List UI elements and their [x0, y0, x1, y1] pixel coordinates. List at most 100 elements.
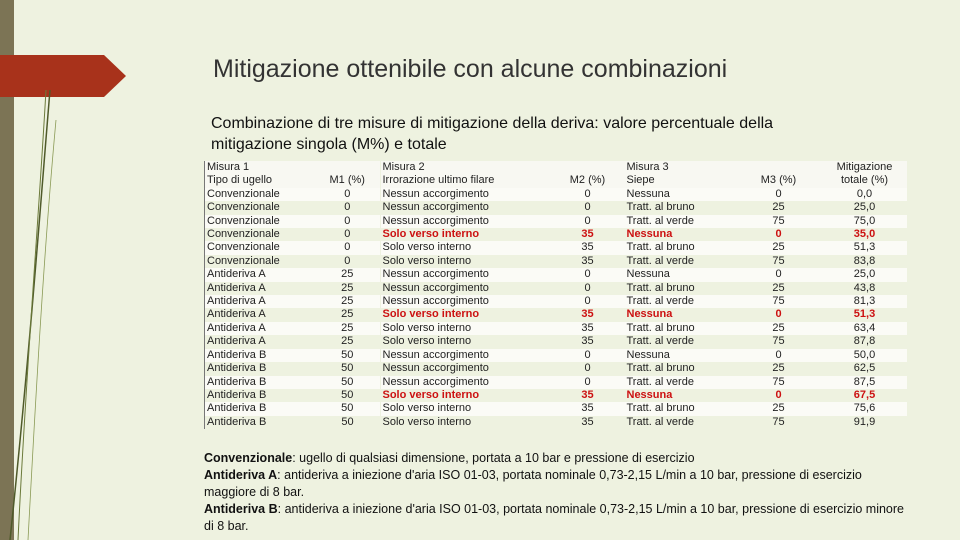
table-cell-siepe: Tratt. al bruno	[626, 201, 695, 214]
table-row: Convenzionale 0 Solo verso interno 35 Tratt.…	[204, 241, 907, 255]
table-cell-irr: Solo verso interno	[382, 388, 480, 401]
table-cell-irr: Solo verso interno	[382, 415, 472, 428]
table-cell-siepe: Tratt. al bruno	[624, 241, 735, 255]
note-text: : antideriva a iniezione d'aria ISO 01-0…	[204, 502, 904, 533]
table-cell-tipo: Antideriva B	[204, 348, 315, 363]
table-cell-irr: Nessun accorgimento	[380, 375, 551, 389]
header-siepe: Siepe	[624, 174, 735, 188]
table-cell-m2: 0	[550, 295, 625, 309]
table-cell-irr: Solo verso interno	[382, 254, 472, 267]
header-row-1: Misura 1 Misura 2 Misura 3 Mitigazione	[204, 161, 907, 175]
slide-subtitle: Combinazione di tre misure di mitigazion…	[211, 115, 774, 153]
table-row: Antideriva A 25 Solo verso interno 35 Tratt.…	[204, 335, 907, 349]
table-cell-tot: 25,0	[822, 268, 907, 282]
table-cell-m1: 25	[314, 295, 381, 309]
table-row: Antideriva A 25 Nessun accorgimento 0 Tratt.…	[204, 281, 907, 296]
header-misura-1: Misura 1	[204, 161, 315, 175]
table-cell-irr: Nessun accorgimento	[382, 201, 489, 214]
header-totale: totale (%)	[822, 174, 907, 188]
note-text: : ugello di qualsiasi dimensione, portat…	[292, 451, 695, 465]
table-cell-tot: 43,8	[853, 281, 876, 294]
table-cell-m3: 75	[734, 214, 823, 229]
table-cell-m1: 0	[344, 254, 351, 267]
table-cell-m1: 0	[314, 214, 381, 229]
table-cell-tot: 81,3	[822, 295, 907, 309]
table-cell-tot: 63,4	[822, 321, 907, 336]
table-cell-tipo: Antideriva A	[204, 321, 315, 336]
note-antideriva-b: Antideriva B: antideriva a iniezione d'a…	[204, 501, 904, 535]
table-cell-tipo: Antideriva B	[204, 362, 315, 376]
table-cell-tot: 51,3	[822, 241, 907, 255]
header-irrorazione: Irrorazione ultimo filare	[380, 174, 551, 188]
table-cell-m1: 50	[341, 415, 354, 428]
note-convenzionale: Convenzionale: ugello di qualsiasi dimen…	[204, 450, 904, 467]
table-cell-tot: 62,5	[853, 362, 876, 375]
table-cell-m1: 0	[314, 187, 381, 202]
table-cell-tot: 0,0	[822, 187, 907, 202]
header-tipo-ugello: Tipo di ugello	[204, 174, 315, 188]
table-cell-siepe: Tratt. al verde	[624, 295, 735, 309]
table-row: Antideriva B 50 Nessun accorgimento 0 Tratt.…	[204, 362, 907, 376]
table-cell-m1: 25	[314, 268, 381, 282]
table-row: Antideriva B 50 Solo verso interno 35 Nessun…	[204, 388, 907, 403]
table-cell-irr: Solo verso interno	[380, 241, 551, 255]
table-cell-siepe: Tratt. al verde	[624, 214, 735, 229]
header-row-2: Tipo di ugello M1 (%) Irrorazione ultimo…	[204, 174, 907, 188]
table-cell-m3: 75	[734, 375, 823, 389]
note-term: Convenzionale	[204, 451, 293, 465]
table-cell-m2: 35	[581, 335, 594, 348]
table-cell-m2: 35	[550, 321, 625, 336]
table-cell-m3: 75	[772, 254, 785, 267]
table-cell-irr: Nessun accorgimento	[382, 362, 489, 375]
table-cell-tipo: Antideriva A	[204, 281, 315, 296]
table-cell-irr: Solo verso interno	[382, 228, 480, 241]
table-cell-m2: 0	[550, 348, 625, 363]
table-cell-m3: 75	[772, 335, 785, 348]
table-cell-m2: 35	[581, 228, 594, 241]
table-row: Antideriva B 50 Nessun accorgimento 0 Tratt.…	[204, 375, 907, 389]
table-cell-irr: Solo verso interno	[382, 308, 480, 321]
header-m2: M2 (%)	[550, 174, 625, 188]
table-cell-irr: Nessun accorgimento	[380, 214, 551, 229]
table-cell-m2: 35	[550, 241, 625, 255]
header-misura-3: Misura 3	[624, 161, 735, 175]
table-cell-m3: 0	[734, 348, 823, 363]
note-term: Antideriva B	[204, 502, 278, 516]
table-cell-siepe: Nessuna	[626, 308, 673, 321]
table-cell-tipo: Convenzionale	[204, 241, 315, 255]
table-cell-siepe: Tratt. al verde	[626, 415, 694, 428]
table-cell-irr: Nessun accorgimento	[380, 348, 551, 363]
notes-block: Convenzionale: ugello di qualsiasi dimen…	[204, 450, 904, 535]
header-m1: M1 (%)	[314, 174, 381, 188]
table-cell-m1: 0	[344, 228, 351, 241]
table-cell-tot: 83,8	[853, 254, 876, 267]
header-blank-3	[734, 161, 823, 175]
table-cell-m1: 50	[314, 402, 381, 416]
table-cell-m2: 0	[584, 201, 591, 214]
table-row: Antideriva B 50 Solo verso interno 35 Tratt.…	[204, 415, 907, 430]
note-term: Antideriva A	[204, 468, 278, 482]
table-cell-tipo: Antideriva B	[204, 402, 315, 416]
table-row: Antideriva A 25 Solo verso interno 35 Tratt.…	[204, 321, 907, 336]
left-decor-bar	[0, 0, 14, 540]
table-cell-tipo: Antideriva B	[204, 415, 315, 430]
header-m3: M3 (%)	[734, 174, 823, 188]
table-cell-m1: 25	[341, 335, 354, 348]
table-cell-m1: 50	[314, 375, 381, 389]
note-antideriva-a: Antideriva A: antideriva a iniezione d'a…	[204, 467, 904, 501]
table-cell-irr: Nessun accorgimento	[380, 295, 551, 309]
table-cell-m2: 0	[550, 214, 625, 229]
table-row: Convenzionale 0 Nessun accorgimento 0 Tratt.…	[204, 214, 907, 229]
table-cell-m1: 0	[344, 201, 351, 214]
table-cell-tot: 87,5	[822, 375, 907, 389]
slide-title: Mitigazione ottenibile con alcune combin…	[213, 55, 728, 83]
table-cell-m1: 50	[314, 348, 381, 363]
table-cell-m1: 25	[314, 321, 381, 336]
table-cell-siepe: Nessuna	[626, 388, 673, 401]
table-cell-siepe: Tratt. al bruno	[624, 402, 735, 416]
table-row: Antideriva A 25 Solo verso interno 35 Nessun…	[204, 308, 907, 322]
table-cell-m1: 25	[341, 308, 354, 321]
table-cell-m1: 50	[341, 362, 354, 375]
table-cell-tipo: Convenzionale	[204, 201, 315, 215]
decorative-lines	[9, 90, 57, 540]
